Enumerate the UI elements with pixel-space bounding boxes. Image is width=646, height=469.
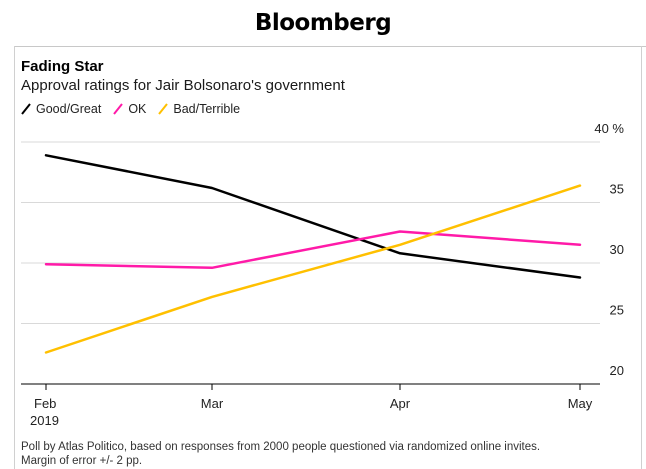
y-tick-label-30: 30 (610, 242, 624, 257)
legend-item-good-great: Good/Great (21, 102, 101, 116)
chart-footnote: Poll by Atlas Politico, based on respons… (21, 440, 641, 468)
footnote-line-2: Margin of error +/- 2 pp. (21, 455, 143, 467)
x-tick-label-feb: Feb (34, 396, 56, 411)
chart-subtitle: Approval ratings for Jair Bolsonaro's go… (21, 77, 345, 94)
legend-label-ok: OK (128, 102, 147, 116)
x-tick-label-apr: Apr (390, 396, 411, 411)
card-border-left (14, 46, 15, 469)
legend-label-good-great: Good/Great (36, 102, 102, 116)
legend-mark-ok (113, 103, 124, 115)
header-divider (14, 46, 646, 47)
footnote-line-1: Poll by Atlas Politico, based on respons… (21, 441, 541, 453)
legend-item-bad-terrible: Bad/Terrible (158, 102, 240, 116)
y-tick-label-20: 20 (610, 363, 624, 378)
y-tick-label-25: 25 (610, 303, 624, 318)
card-border-right (641, 46, 642, 469)
brand-logo: Bloomberg (254, 10, 392, 36)
legend-item-ok: OK (113, 102, 146, 116)
x-tick-label-mar: Mar (201, 396, 224, 411)
legend-swatch-bad-terrible (158, 103, 169, 115)
legend-swatch-good-great (21, 103, 31, 115)
x-tick-sublabel-2019: 2019 (30, 413, 59, 428)
chart-title: Fading Star (21, 58, 104, 75)
legend-swatch-ok (113, 103, 124, 115)
x-tick-label-may: May (568, 396, 593, 411)
series-line-ok (44, 230, 582, 270)
series-line-bad-terrible (44, 184, 582, 354)
y-tick-label-40: 40 % (594, 121, 624, 136)
legend-mark-good-great (21, 103, 31, 115)
legend-mark-bad-terrible (158, 103, 169, 115)
chart-legend: Good/Great OK Bad/Terrible (21, 102, 240, 116)
legend-label-bad-terrible: Bad/Terrible (173, 102, 241, 116)
series-line-good-great (44, 154, 582, 279)
y-tick-label-35: 35 (610, 182, 624, 197)
